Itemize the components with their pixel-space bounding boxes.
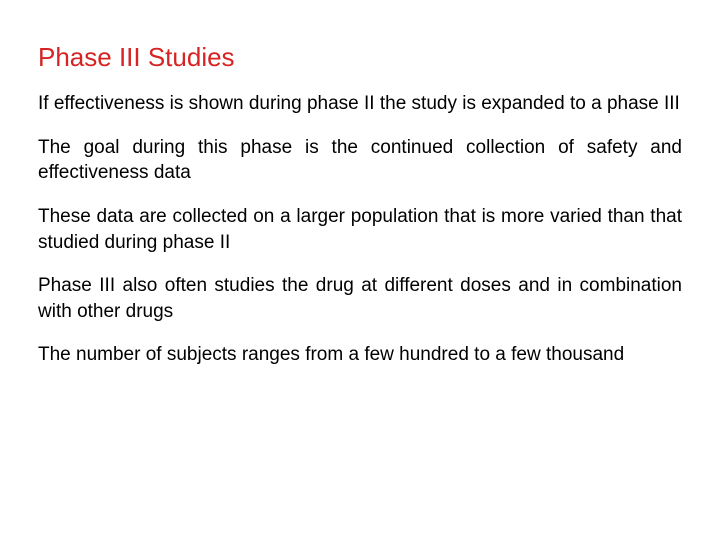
slide-paragraph: The goal during this phase is the contin…: [38, 135, 682, 186]
slide-paragraph: If effectiveness is shown during phase I…: [38, 91, 682, 117]
slide-title: Phase III Studies: [38, 42, 682, 73]
slide-paragraph: These data are collected on a larger pop…: [38, 204, 682, 255]
slide-paragraph: Phase III also often studies the drug at…: [38, 273, 682, 324]
slide-paragraph: The number of subjects ranges from a few…: [38, 342, 682, 368]
